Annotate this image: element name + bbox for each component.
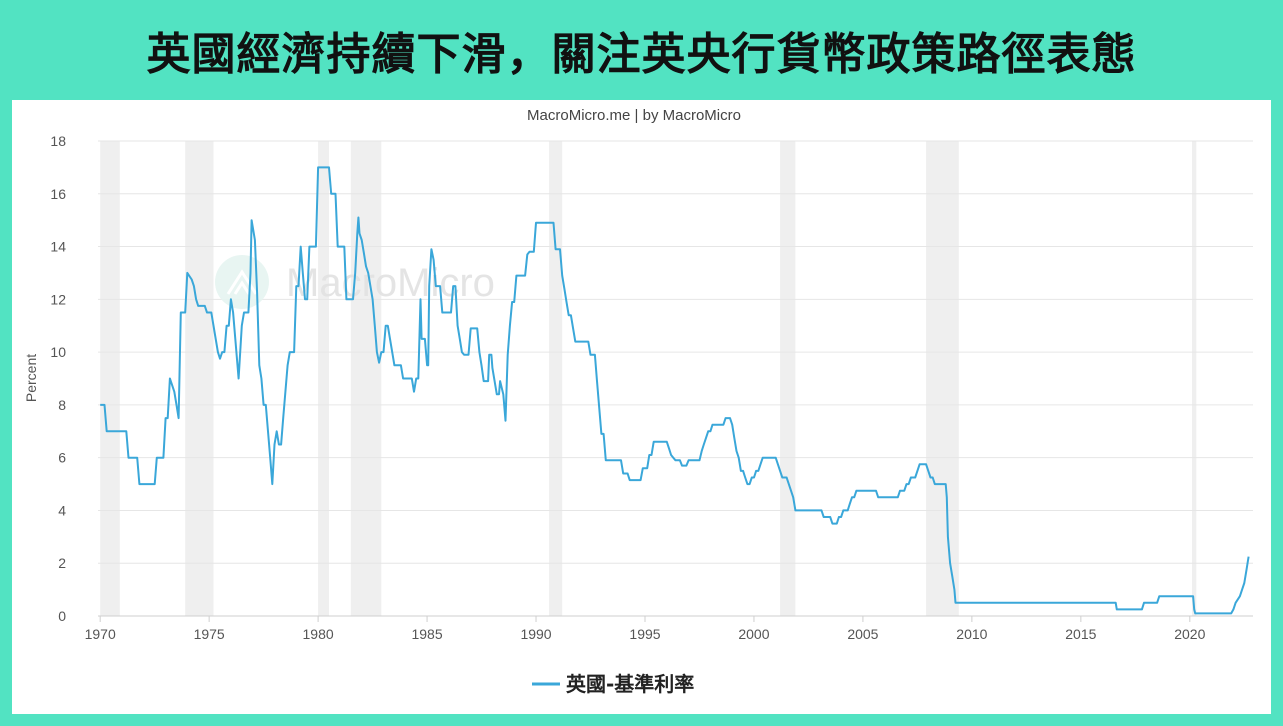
x-tick-label-2020: 2020 [1174,626,1205,642]
x-tick-label-2010: 2010 [956,626,987,642]
line-chart: MacroMicro.me | by MacroMicro MacroMicro… [23,107,1253,696]
x-tick-label-1995: 1995 [629,626,660,642]
grid-lines [98,140,1253,617]
y-axis-label: Percent [23,354,39,402]
x-tick-label-1985: 1985 [411,626,442,642]
x-tick-label-2015: 2015 [1065,626,1096,642]
recession-band-5 [780,141,796,616]
recession-band-3 [350,141,382,616]
chart-panel: MacroMicro.me | by MacroMicro MacroMicro… [12,100,1271,714]
y-tick-label-16: 16 [50,186,66,202]
y-tick-label-8: 8 [58,397,66,413]
recession-bands [100,141,1197,616]
page-title: 英國經濟持續下滑，關注英央行貨幣政策路徑表態 [146,29,1137,80]
y-tick-label-4: 4 [58,502,66,518]
y-tick-label-2: 2 [58,555,66,571]
x-tick-label-1975: 1975 [194,626,225,642]
legend-label[interactable]: 英國-基準利率 [566,672,694,696]
legend[interactable]: 英國-基準利率 [532,672,694,696]
y-tick-label-6: 6 [58,450,66,466]
watermark-text: MacroMicro [286,261,495,305]
recession-band-2 [318,141,329,616]
y-tick-label-18: 18 [50,133,66,149]
y-tick-label-10: 10 [50,344,66,360]
recession-band-6 [926,141,959,616]
x-tick-label-1980: 1980 [303,626,334,642]
series-line-uk-bank-rate [100,166,1250,615]
recession-band-1 [185,141,214,616]
y-tick-label-0: 0 [58,608,66,624]
x-tick-label-2005: 2005 [847,626,878,642]
recession-band-4 [549,141,563,616]
watermark: MacroMicro [215,255,495,309]
recession-band-0 [100,141,120,616]
y-tick-label-12: 12 [50,291,66,307]
x-tick-label-1990: 1990 [520,626,551,642]
recession-band-7 [1191,141,1197,616]
y-axis: 0 2 4 6 8 10 12 14 16 18 [50,133,66,624]
chart-credit: MacroMicro.me | by MacroMicro [527,107,741,124]
x-tick-label-1970: 1970 [85,626,116,642]
x-tick-label-2000: 2000 [738,626,769,642]
x-axis: 1970 1975 1980 1985 1990 1995 2000 2005 2010 2015… [85,615,1253,642]
watermark-logo-mark [226,269,258,295]
y-tick-label-14: 14 [50,239,66,255]
